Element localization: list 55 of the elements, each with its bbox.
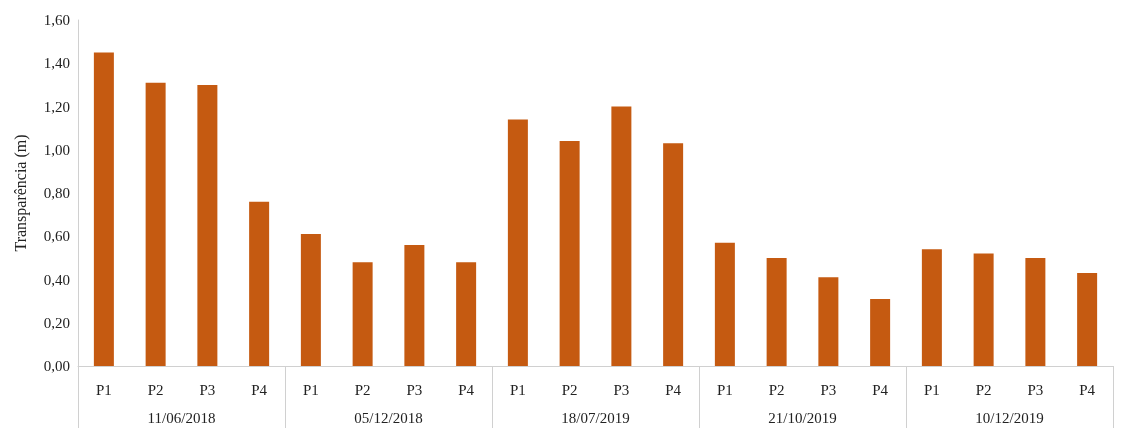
bar (714, 242, 735, 366)
x-tick-label: P1 (923, 381, 940, 398)
bar (611, 106, 632, 366)
x-tick-label: P1 (95, 381, 112, 398)
x-tick-label: P1 (716, 381, 733, 398)
bar (818, 277, 839, 366)
text: 21/10/2019 (768, 409, 837, 426)
x-tick-label: P2 (147, 381, 164, 398)
x-tick-label: P3 (820, 381, 837, 398)
x-tick-label: P1 (302, 381, 319, 398)
bar (404, 244, 425, 366)
bar (559, 141, 580, 366)
bar (456, 262, 477, 366)
x-tick-label: P3 (613, 381, 630, 398)
x-tick-label: P2 (354, 381, 371, 398)
bar (1025, 257, 1046, 366)
y-tick-label: 0,40 (43, 271, 70, 288)
x-tick-label: P4 (665, 381, 682, 398)
y-tick-label: 1,40 (43, 55, 70, 72)
y-tick-label: 0,20 (43, 314, 70, 331)
bar (507, 119, 528, 366)
y-axis-title: Transparência (m) (11, 134, 30, 252)
x-tick-label: P4 (251, 381, 268, 398)
x-tick-label: P3 (1027, 381, 1044, 398)
text: 05/12/2018 (354, 409, 423, 426)
bar (145, 82, 166, 366)
text: 10/12/2019 (975, 409, 1044, 426)
y-tick-label: 0,00 (43, 358, 70, 374)
y-tick-label: 1,20 (43, 98, 70, 115)
text: 11/06/2018 (147, 409, 216, 426)
bar (93, 52, 114, 366)
x-tick-label: P3 (199, 381, 216, 398)
y-tick-label: 0,80 (43, 185, 70, 201)
bar (352, 262, 373, 366)
bar (300, 234, 321, 366)
bar (197, 84, 218, 366)
x-tick-label: P4 (872, 381, 889, 398)
x-tick-label: P4 (458, 381, 475, 398)
text: 18/07/2019 (561, 409, 630, 426)
x-tick-label: P2 (561, 381, 578, 398)
y-tick-label: 1,60 (43, 12, 70, 28)
bar (249, 201, 270, 366)
bar (1077, 273, 1098, 366)
x-tick-label: P1 (509, 381, 526, 398)
bar (921, 249, 942, 366)
x-tick-label: P4 (1079, 381, 1096, 398)
bar (870, 298, 891, 366)
bar (663, 143, 684, 366)
y-tick-label: 1,00 (43, 141, 70, 158)
bar (766, 257, 787, 366)
x-tick-label: P2 (768, 381, 785, 398)
y-tick-label: 0,60 (43, 228, 70, 245)
x-tick-label: P3 (406, 381, 423, 398)
x-tick-label: P2 (975, 381, 992, 398)
bar (973, 253, 994, 366)
